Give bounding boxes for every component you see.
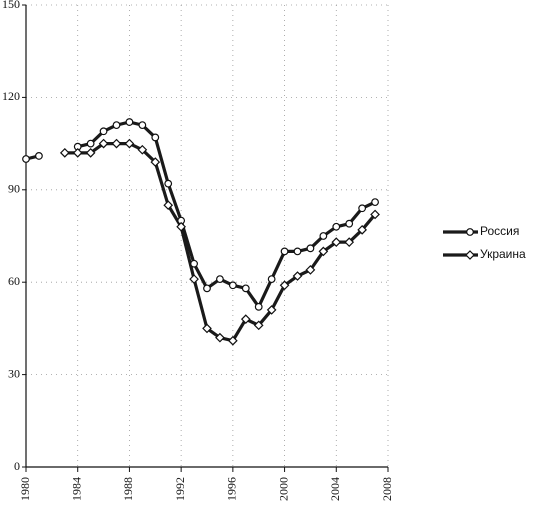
data-point — [228, 335, 238, 346]
data-point — [138, 121, 147, 130]
data-point — [279, 280, 290, 291]
data-point — [267, 275, 276, 284]
data-point — [35, 152, 43, 160]
data-point — [292, 271, 303, 281]
series-line — [64, 142, 377, 343]
data-point — [176, 221, 186, 232]
data-point — [306, 244, 315, 253]
data-point — [59, 147, 70, 158]
data-point — [253, 320, 264, 331]
data-point — [98, 138, 109, 149]
data-point — [99, 127, 108, 136]
data-point — [125, 118, 134, 126]
data-point — [111, 138, 122, 149]
data-point — [203, 284, 211, 293]
data-point — [164, 179, 173, 188]
marker — [465, 250, 475, 260]
data-point — [85, 147, 96, 158]
data-point — [190, 259, 198, 268]
legend: Россия Украина — [443, 224, 526, 261]
data-point — [228, 281, 237, 290]
x-tick-label: 2000 — [276, 477, 290, 501]
data-point — [151, 133, 160, 142]
x-tick-label: 1996 — [225, 477, 239, 501]
data-point — [358, 204, 367, 213]
data-point — [240, 314, 251, 325]
data-point — [189, 274, 199, 284]
data-point — [344, 237, 355, 248]
data-point — [112, 121, 121, 130]
data-point — [332, 222, 341, 231]
data-point — [137, 144, 148, 155]
y-tick-label: 150 — [2, 0, 20, 11]
data-point — [345, 219, 354, 228]
data-point — [241, 284, 250, 293]
y-tick-label: 90 — [8, 182, 20, 196]
data-point — [163, 200, 174, 211]
marker — [466, 228, 474, 236]
x-tick-label: 1992 — [173, 477, 187, 501]
data-point — [254, 302, 263, 311]
data-point — [86, 139, 95, 148]
y-tick-label: 120 — [2, 89, 20, 103]
x-tick-label: 2008 — [380, 477, 394, 501]
x-tick-label: 1988 — [121, 477, 135, 501]
data-point — [216, 275, 224, 284]
data-point — [331, 237, 342, 248]
legend-label: Украина — [480, 247, 526, 261]
x-tick-label: 1980 — [18, 477, 32, 501]
data-point — [202, 323, 212, 334]
y-tick-label: 60 — [8, 274, 20, 288]
data-point — [72, 147, 83, 158]
data-point — [124, 138, 135, 149]
y-tick-label: 0 — [14, 459, 20, 473]
legend-label: Россия — [480, 224, 519, 238]
data-point — [22, 155, 30, 163]
data-point — [319, 232, 328, 240]
x-tick-label: 2004 — [328, 477, 342, 501]
data-point — [215, 332, 225, 343]
data-point — [293, 247, 302, 256]
x-tick-label: 1984 — [69, 477, 83, 501]
data-point — [305, 265, 316, 275]
y-tick-label: 30 — [8, 366, 20, 380]
data-point — [266, 305, 277, 315]
data-point — [370, 209, 380, 220]
data-point — [280, 247, 289, 256]
data-point — [150, 157, 161, 167]
data-point — [318, 246, 329, 257]
data-point — [371, 198, 379, 207]
data-point — [357, 224, 367, 235]
